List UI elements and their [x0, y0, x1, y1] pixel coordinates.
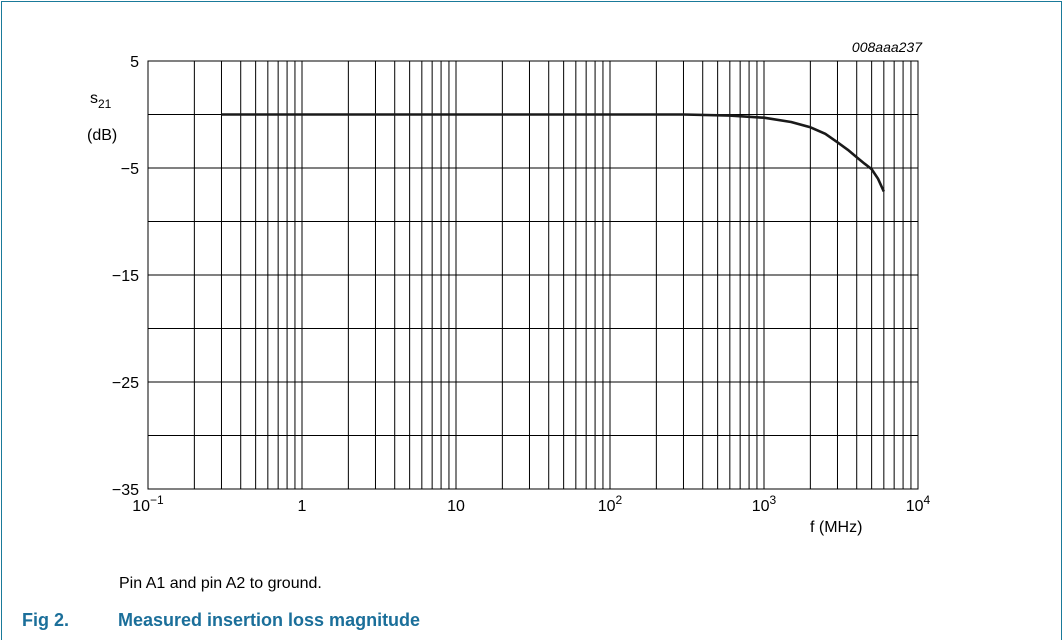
x-tick-base: 10 — [752, 498, 770, 515]
x-tick-label: 103 — [752, 493, 777, 515]
figure-caption: Fig 2. Measured insertion loss magnitude — [22, 610, 420, 631]
x-tick-label: 1 — [298, 498, 307, 515]
x-tick-base: 10 — [906, 498, 924, 515]
figure-code: 008aaa237 — [852, 39, 923, 55]
y-tick-label: 5 — [130, 54, 139, 71]
x-tick-label: 10−1 — [132, 493, 164, 515]
x-tick-exponent: 3 — [770, 493, 777, 507]
figure-note: Pin A1 and pin A2 to ground. — [119, 575, 322, 592]
x-tick-exponent: 4 — [924, 493, 931, 507]
x-tick-label: 102 — [598, 493, 623, 515]
y-tick-label: −35 — [112, 482, 139, 499]
x-tick-exponent: −1 — [150, 493, 164, 507]
figure-number: Fig 2. — [22, 610, 70, 630]
x-tick-base: 1 — [298, 498, 307, 515]
x-tick-labels: 10−1 1 10 102 103 104 — [132, 493, 930, 515]
x-tick-base: 10 — [132, 498, 150, 515]
x-tick-base: 10 — [447, 498, 465, 515]
y-tick-label: −15 — [112, 268, 139, 285]
y-axis-label: s21 — [90, 90, 112, 111]
y-tick-label: −5 — [121, 161, 139, 178]
y-axis-unit: (dB) — [87, 127, 117, 144]
series-line — [221, 113, 885, 193]
x-axis-label: f (MHz) — [810, 519, 862, 536]
y-axis-label-symbol: s — [90, 90, 98, 107]
x-tick-label: 104 — [906, 493, 931, 515]
grid — [148, 61, 918, 489]
x-tick-base: 10 — [598, 498, 616, 515]
series-layer — [221, 113, 885, 193]
y-tick-labels: 5 −5 −15 −25 −35 — [112, 54, 139, 499]
x-tick-exponent: 2 — [616, 493, 623, 507]
y-axis-label-subscript: 21 — [98, 97, 112, 111]
x-tick-label: 10 — [447, 498, 465, 515]
figure-title: Measured insertion loss magnitude — [118, 610, 421, 630]
y-tick-label: −25 — [112, 375, 139, 392]
plot-area — [147, 60, 919, 490]
